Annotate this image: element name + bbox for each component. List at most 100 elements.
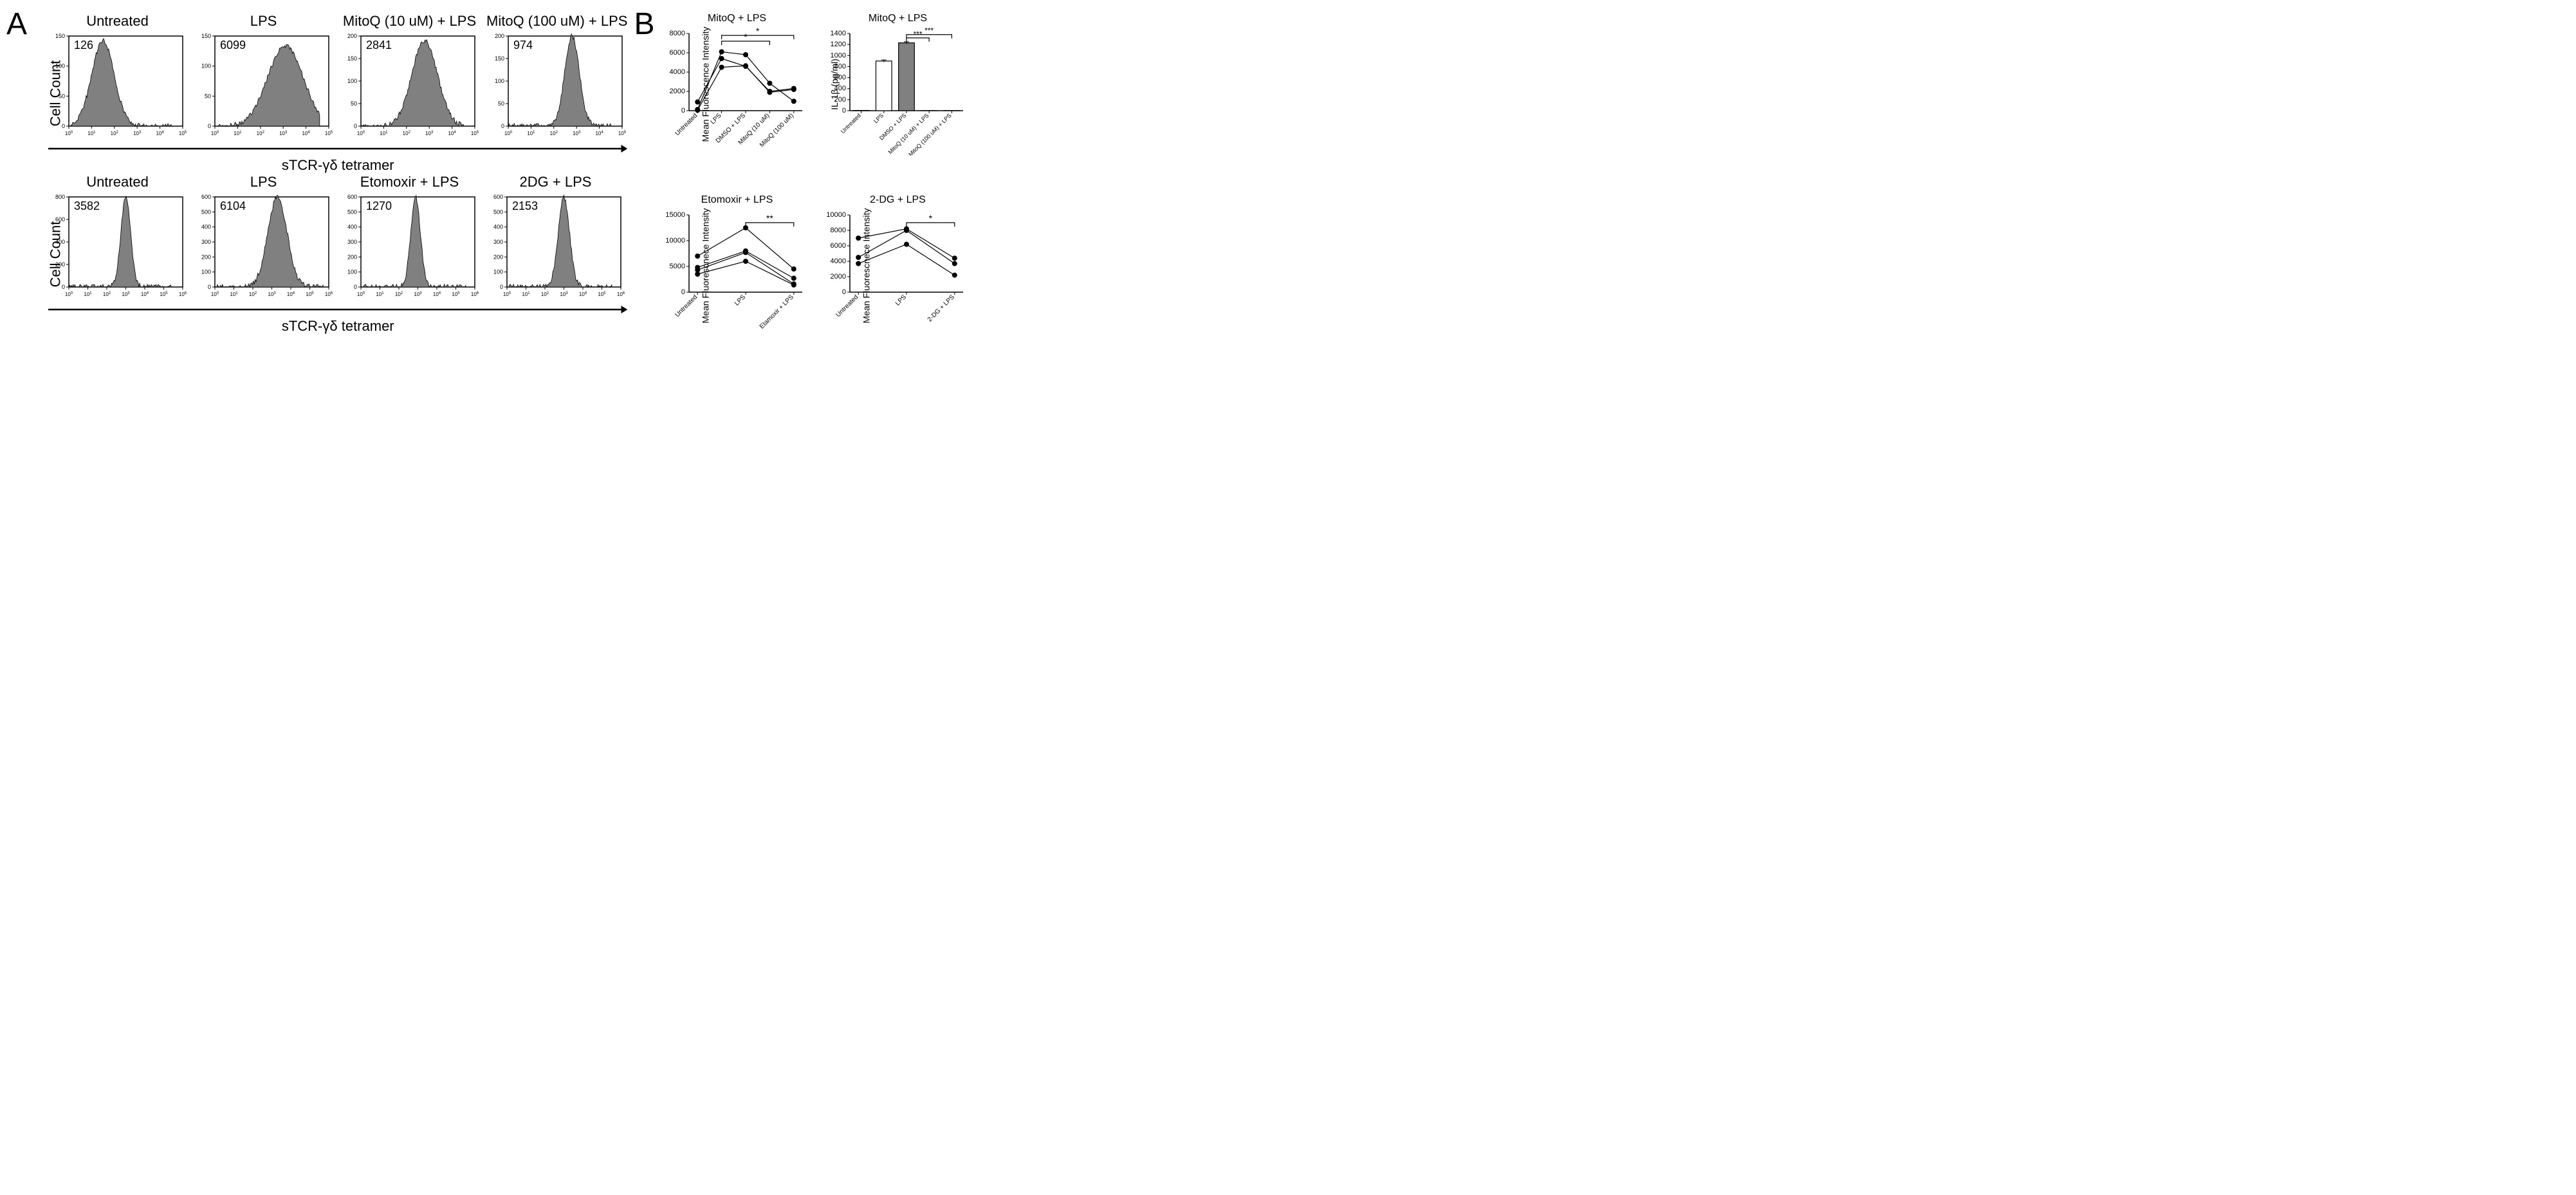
svg-text:200: 200 (347, 254, 357, 260)
panel-b: B MitoQ + LPS Mean Fluorescence Intensit… (647, 13, 1615, 337)
svg-text:100: 100 (347, 269, 357, 275)
svg-text:104: 104 (156, 131, 164, 136)
svg-text:0: 0 (208, 123, 211, 129)
svg-text:150: 150 (55, 33, 65, 39)
svg-text:102: 102 (403, 131, 411, 136)
svg-text:104: 104 (579, 292, 587, 297)
svg-text:Etamoxir + LPS: Etamoxir + LPS (759, 293, 795, 330)
svg-text:*: * (744, 32, 748, 42)
hist-row-2: Cell Count Untreated02004006008001001011… (48, 174, 627, 335)
svg-text:100: 100 (201, 63, 211, 69)
svg-text:4000: 4000 (831, 257, 846, 265)
svg-text:103: 103 (122, 292, 130, 297)
svg-text:MitoQ (10 uM) + LPS: MitoQ (10 uM) + LPS (887, 112, 930, 155)
svg-text:150: 150 (347, 55, 357, 62)
svg-text:2-DG + LPS: 2-DG + LPS (926, 293, 956, 323)
svg-text:50: 50 (205, 93, 211, 99)
x-axis-arrow-1 (48, 145, 627, 153)
svg-text:***: *** (914, 30, 923, 39)
svg-text:500: 500 (347, 208, 357, 215)
svg-text:800: 800 (55, 194, 65, 200)
svg-text:500: 500 (493, 208, 503, 215)
histogram-svg: 0100200300400500600100101102103104105106… (340, 193, 479, 302)
chart-dg-mfi: 2-DG + LPS Mean Fluorescnece Intensity 0… (827, 194, 968, 337)
svg-text:8000: 8000 (670, 30, 685, 37)
chart-title: MitoQ + LPS (869, 13, 927, 24)
chart-svg: 0200400600800100012001400UntreatedLPSDMS… (827, 27, 968, 156)
svg-text:600: 600 (347, 194, 357, 200)
svg-text:200: 200 (493, 254, 503, 260)
histogram-title: Etomoxir + LPS (360, 174, 459, 190)
svg-text:103: 103 (573, 131, 581, 136)
svg-text:0: 0 (208, 284, 211, 290)
histogram-title: 2DG + LPS (520, 174, 592, 190)
svg-text:***: *** (925, 27, 934, 35)
svg-text:102: 102 (550, 131, 558, 136)
svg-text:100: 100 (211, 131, 219, 136)
svg-text:Untreated: Untreated (674, 112, 699, 137)
svg-text:5000: 5000 (670, 263, 685, 270)
x-axis-label-2: sTCR-γδ tetramer (48, 318, 627, 335)
svg-text:Untreated: Untreated (674, 293, 699, 319)
svg-text:2000: 2000 (670, 88, 685, 95)
histogram-svg: 050100150200100101102103104105974 (488, 32, 626, 142)
svg-text:600: 600 (201, 194, 211, 200)
svg-text:6000: 6000 (670, 49, 685, 57)
svg-text:102: 102 (103, 292, 111, 297)
svg-text:102: 102 (249, 292, 257, 297)
svg-text:0: 0 (681, 288, 685, 296)
svg-text:200: 200 (495, 33, 504, 39)
svg-text:300: 300 (493, 239, 503, 245)
svg-text:102: 102 (111, 131, 119, 136)
svg-text:103: 103 (279, 131, 288, 136)
svg-text:103: 103 (560, 292, 568, 297)
chart-etomoxir-mfi: Etomoxir + LPS Mean Fluorescnece Intensi… (666, 194, 807, 337)
svg-text:6000: 6000 (831, 242, 846, 250)
panel-a-label: A (6, 6, 27, 42)
histogram-title: LPS (250, 174, 277, 190)
svg-text:105: 105 (471, 131, 479, 136)
svg-text:104: 104 (287, 292, 295, 297)
y-axis-label-2: Cell Count (47, 221, 64, 288)
histogram-svg: 0501001501001011021031041056099 (194, 32, 333, 142)
chart-svg: 0200040006000800010000UntreatedLPS2-DG +… (827, 208, 968, 337)
chart-y-label: IL-1β (pg/ml) (829, 59, 840, 110)
svg-text:100: 100 (495, 78, 504, 84)
svg-text:104: 104 (141, 292, 149, 297)
mfi-label: 2841 (366, 39, 392, 51)
svg-text:200: 200 (347, 33, 357, 39)
histogram-cell: MitoQ (100 uM) + LPS05010015020010010110… (486, 13, 627, 142)
chart-svg: 050001000015000UntreatedLPSEtamoxir + LP… (666, 208, 807, 337)
svg-text:103: 103 (133, 131, 142, 136)
histogram-title: LPS (250, 13, 277, 30)
svg-text:100: 100 (357, 131, 365, 136)
histogram-svg: 02004006008001001011021031041051063582 (48, 193, 187, 302)
svg-text:105: 105 (160, 292, 168, 297)
svg-text:100: 100 (357, 292, 365, 297)
svg-text:500: 500 (201, 208, 211, 215)
svg-text:101: 101 (376, 292, 384, 297)
svg-text:1400: 1400 (831, 30, 846, 37)
x-axis-label-1: sTCR-γδ tetramer (48, 157, 627, 174)
chart-mitoq-il1b: MitoQ + LPS IL-1β (pg/ml) 02004006008001… (827, 13, 968, 156)
histogram-cell: Untreated050100150100101102103104105126 (48, 13, 187, 142)
mfi-label: 1270 (366, 199, 392, 212)
svg-text:105: 105 (618, 131, 626, 136)
svg-text:400: 400 (493, 224, 503, 230)
chart-row-1: MitoQ + LPS Mean Fluorescence Intensity … (666, 13, 1615, 156)
svg-text:101: 101 (230, 292, 238, 297)
histogram-svg: 050100150100101102103104105126 (48, 32, 187, 142)
mfi-label: 6099 (220, 39, 246, 51)
svg-text:0: 0 (842, 107, 846, 115)
chart-title: Etomoxir + LPS (701, 194, 773, 206)
histogram-svg: 0100200300400500600100101102103104105106… (486, 193, 625, 302)
svg-text:0: 0 (500, 284, 503, 290)
histogram-svg: 0100200300400500600100101102103104105106… (194, 193, 333, 302)
svg-text:101: 101 (528, 131, 536, 136)
svg-text:104: 104 (596, 131, 604, 136)
svg-text:105: 105 (325, 131, 333, 136)
panel-a: A Cell Count Untreated050100150100101102… (13, 13, 627, 337)
svg-text:101: 101 (234, 131, 242, 136)
svg-text:105: 105 (598, 292, 606, 297)
panel-b-label: B (634, 6, 654, 42)
